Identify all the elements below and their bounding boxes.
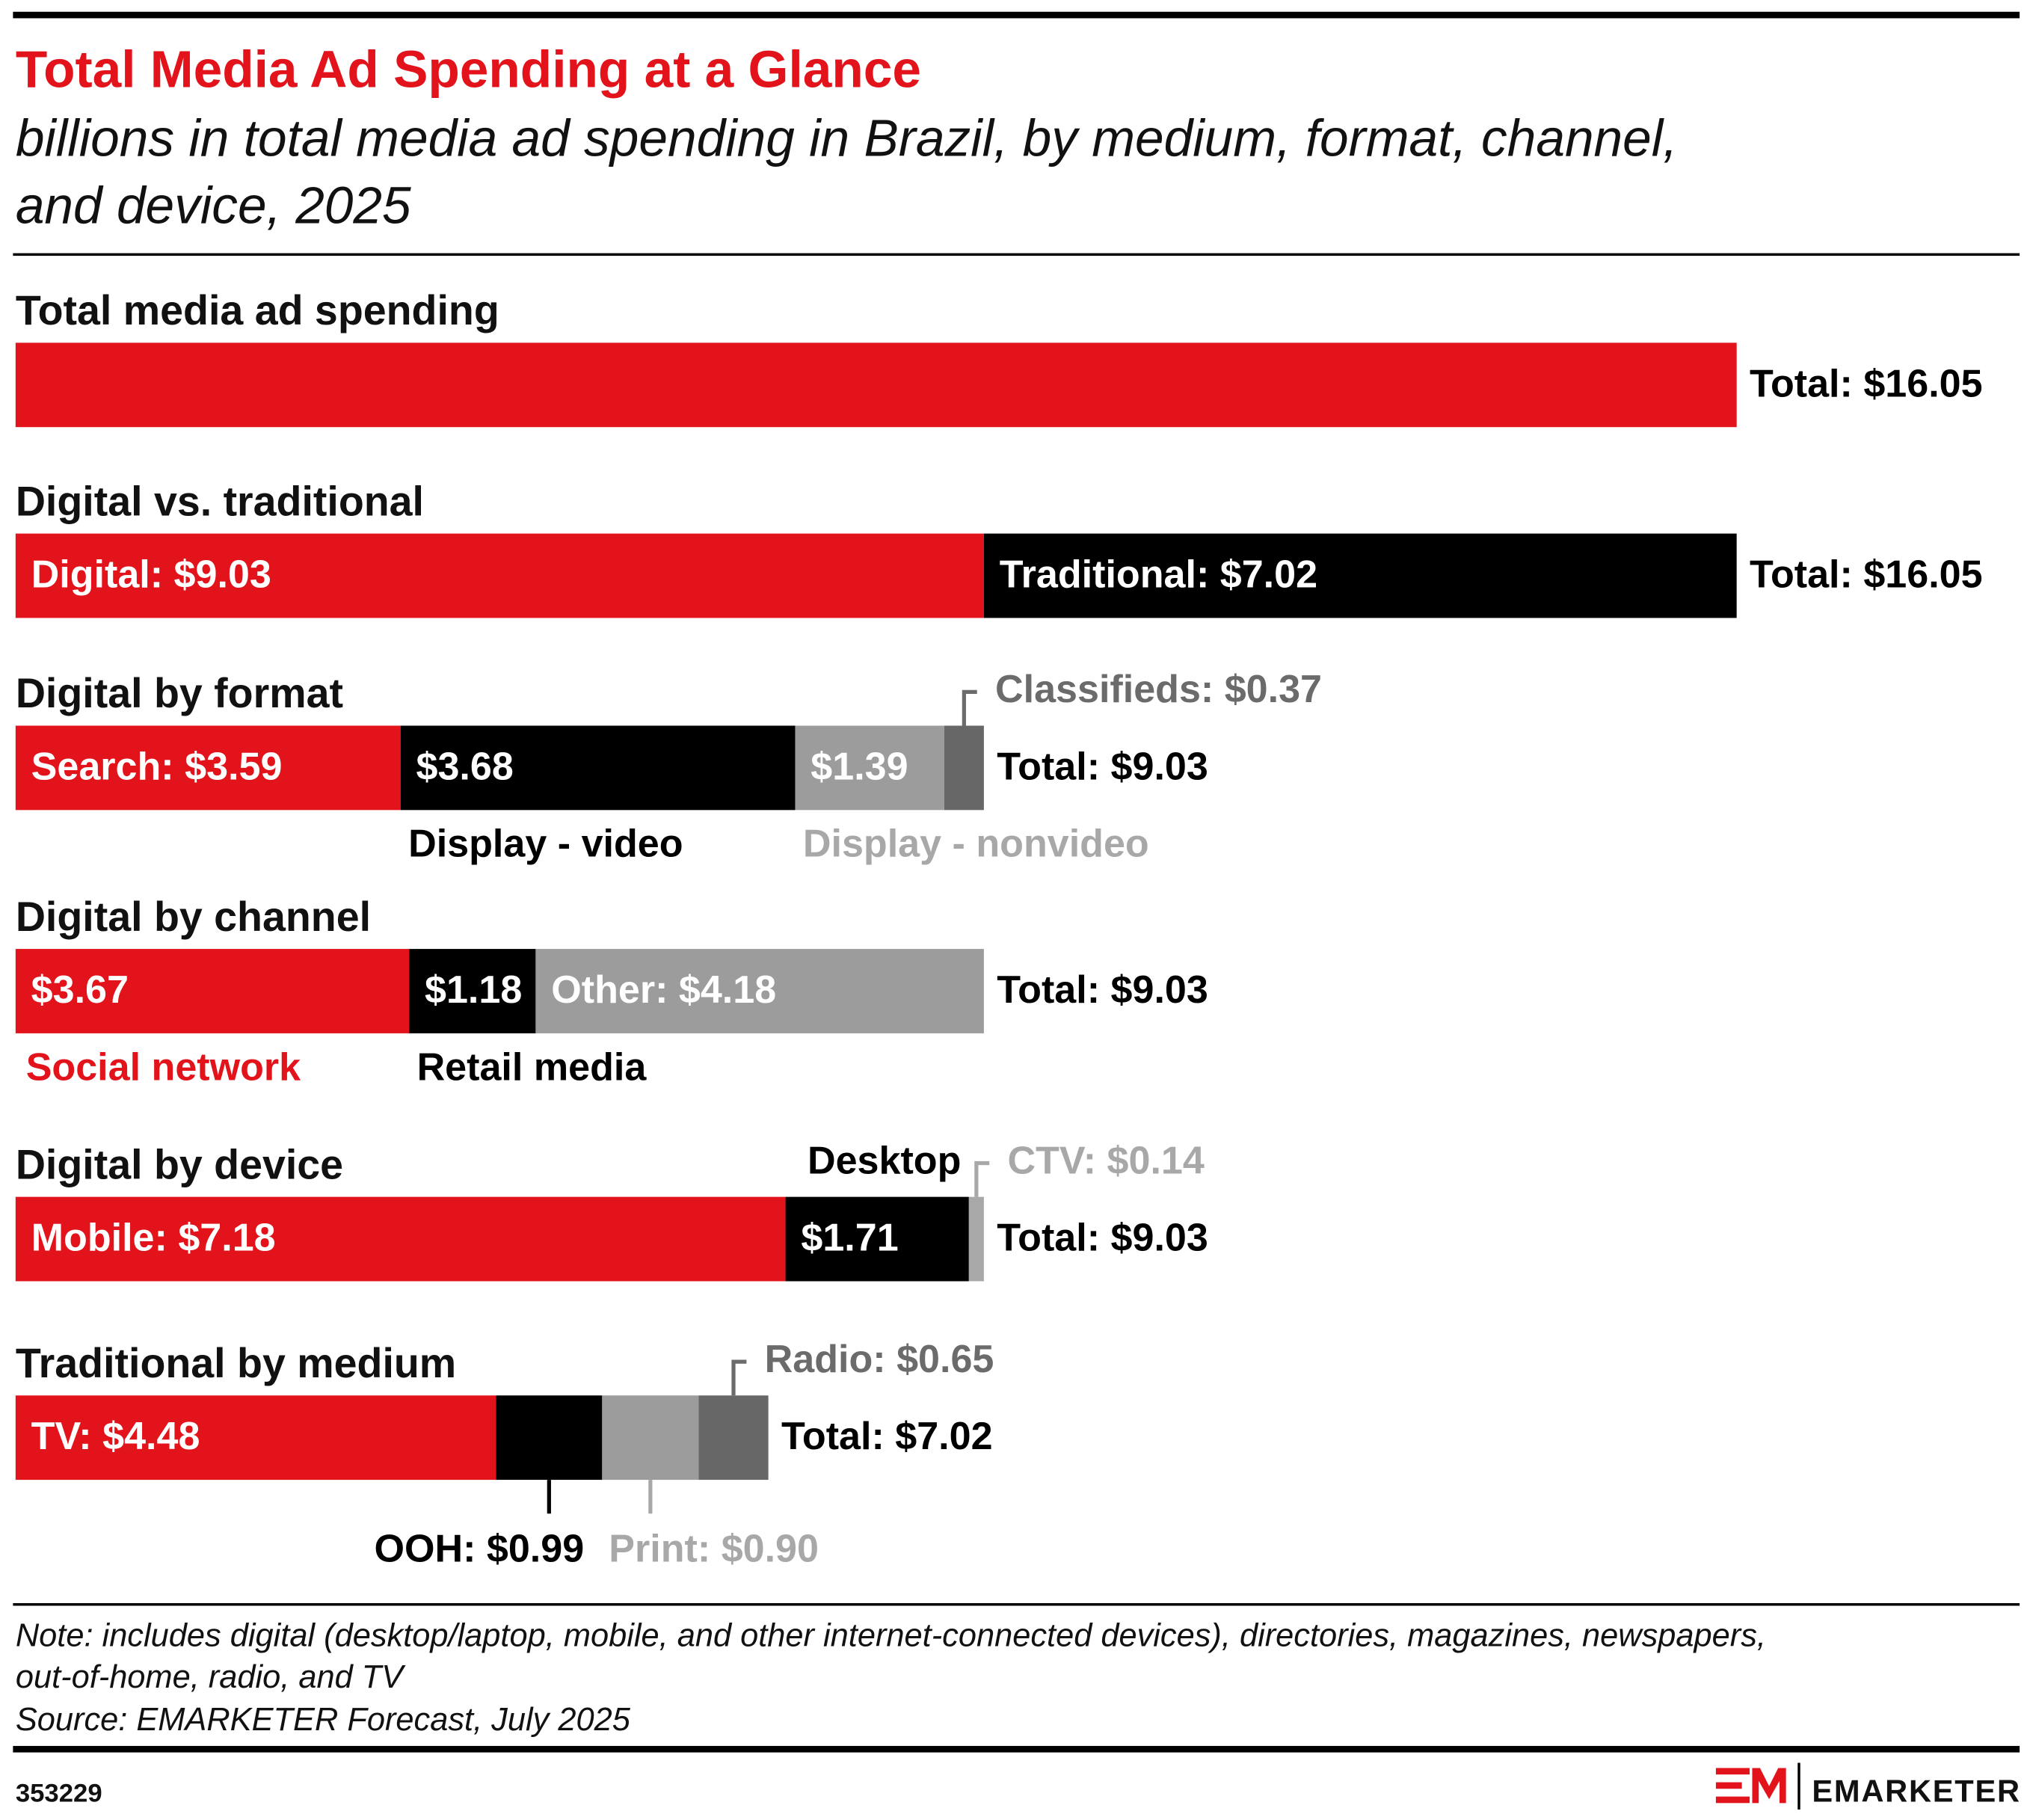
bar-segment	[698, 1395, 769, 1481]
value-label: Radio: $0.65	[765, 1338, 994, 1381]
bar-segment	[15, 1395, 496, 1481]
total-label: Total: $16.05	[1750, 362, 1983, 405]
rule	[13, 1602, 2020, 1606]
row-title: Digital vs. traditional	[16, 478, 424, 524]
total-label: Total: $7.02	[781, 1415, 993, 1458]
bar-segment	[944, 725, 984, 811]
value-label: Mobile: $7.18	[31, 1217, 276, 1260]
value-label: $1.18	[425, 968, 522, 1012]
value-label: $1.71	[801, 1217, 898, 1260]
row-title: Total media ad spending	[16, 287, 499, 333]
value-label: Traditional: $7.02	[1000, 553, 1317, 596]
value-label: $3.67	[31, 968, 129, 1012]
bar-segment	[15, 725, 401, 811]
total-label: Total: $16.05	[1750, 553, 1983, 596]
source: Source: EMARKETER Forecast, July 2025	[16, 1702, 631, 1738]
bar-segment	[795, 725, 944, 811]
series-label: Desktop	[808, 1139, 961, 1182]
series-label: Retail media	[417, 1045, 648, 1089]
bar-segment	[15, 342, 1737, 428]
row-title: Digital by channel	[16, 894, 371, 940]
bar-segment	[496, 1395, 603, 1481]
row-title: Traditional by medium	[16, 1340, 456, 1386]
bar-segment	[983, 533, 1737, 618]
bar-segment	[15, 949, 410, 1033]
bar-segment	[785, 1196, 969, 1282]
row-title: Digital by device	[16, 1141, 343, 1187]
total-label: Total: $9.03	[997, 1217, 1208, 1260]
value-label: $1.39	[811, 745, 908, 788]
value-label: Print: $0.90	[609, 1527, 819, 1570]
bar-segment	[602, 1395, 699, 1481]
total-label: Total: $9.03	[997, 968, 1208, 1012]
logo-mark	[1715, 1768, 1786, 1804]
series-label: Display - nonvideo	[803, 823, 1149, 866]
series-label: Social network	[26, 1045, 301, 1089]
note: Note: includes digital (desktop/laptop, …	[16, 1617, 1766, 1653]
chart-title: Total Media Ad Spending at a Glance	[16, 40, 921, 98]
value-label: Digital: $9.03	[31, 553, 271, 596]
total-label: Total: $9.03	[997, 745, 1208, 788]
value-label: Search: $3.59	[31, 745, 283, 788]
bar-segment	[400, 725, 796, 811]
value-label: OOH: $0.99	[375, 1527, 585, 1570]
bar-segment	[535, 949, 984, 1033]
value-label: $3.68	[416, 745, 514, 788]
brand: EMARKETER	[1812, 1774, 2020, 1809]
value-label: Other: $4.18	[551, 968, 776, 1012]
row-title: Digital by format	[16, 670, 343, 716]
series-label: Display - video	[408, 823, 683, 866]
bottom-rule	[13, 1745, 2020, 1753]
bar-segment	[15, 533, 984, 618]
rule	[13, 253, 2020, 256]
chart-subtitle: and device, 2025	[16, 176, 411, 235]
connector	[974, 1160, 990, 1197]
bar-segment	[968, 1196, 984, 1282]
chart-subtitle: billions in total media ad spending in B…	[16, 108, 1678, 167]
bar-segment	[409, 949, 536, 1033]
value-label: Classifieds: $0.37	[995, 668, 1322, 711]
connector	[731, 1359, 747, 1396]
chart-id: 353229	[16, 1780, 102, 1808]
value-label: TV: $4.48	[31, 1415, 200, 1458]
note: out-of-home, radio, and TV	[16, 1659, 406, 1695]
top-rule	[13, 11, 2020, 19]
value-label: CTV: $0.14	[1008, 1139, 1205, 1182]
logo-divider	[1797, 1762, 1800, 1810]
bar-segment	[15, 1196, 786, 1282]
connector	[962, 689, 977, 726]
